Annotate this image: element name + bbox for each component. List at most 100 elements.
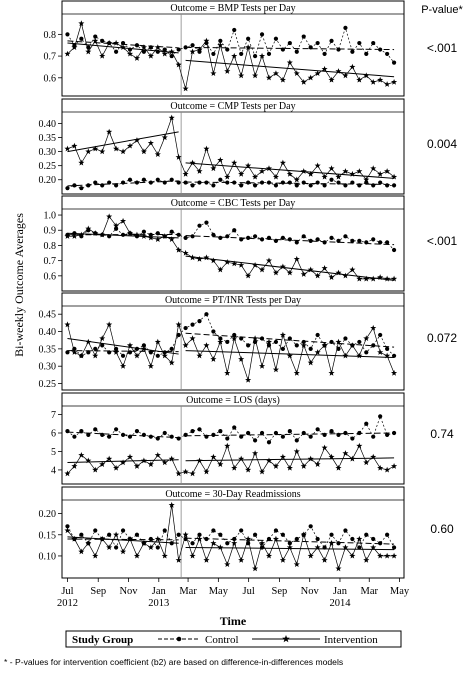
data-point-intervention [148,140,154,146]
data-point-intervention [120,148,126,154]
data-point-intervention [238,356,244,362]
data-point-control [93,427,97,431]
data-point-control [336,541,340,545]
data-point-control [350,180,354,184]
data-point-intervention [384,276,390,282]
data-point-control [204,312,208,316]
data-point-control [392,545,396,549]
data-point-intervention [106,321,112,327]
data-point-control [392,183,396,187]
y-tick-label: 0.8 [44,241,57,252]
pvalue-2: 0.004 [427,137,457,151]
data-point-control [197,180,201,184]
trend-post [186,458,394,461]
y-tick-label: 0.35 [39,133,57,144]
x-tick-label: Jan [333,586,348,597]
pvalue-4: 0.072 [427,331,457,345]
data-point-control [364,350,368,354]
data-point-intervention [224,370,230,376]
y-tick-label: 0.30 [39,147,57,158]
data-point-intervention [363,335,369,341]
data-point-intervention [224,174,230,180]
data-point-control [371,343,375,347]
data-point-intervention [71,143,77,149]
series-intervention [64,20,397,91]
panel-title: Outcome = CBC Tests per Day [171,198,295,209]
data-point-control [225,541,229,545]
data-point-control [86,433,90,437]
data-point-control [114,427,118,431]
series-control [65,414,396,444]
data-point-intervention [280,160,286,166]
data-point-control [183,180,187,184]
panel-4: Outcome = PT/INR Tests per Day0.250.300.… [39,293,405,390]
data-point-intervention [217,42,223,48]
data-point-control [246,343,250,347]
data-point-control [295,240,299,244]
x-tick-label: Mar [361,586,379,597]
data-point-intervention [183,85,189,91]
data-point-intervention [106,213,112,219]
data-point-control [197,427,201,431]
y-tick-label: 0.10 [39,551,57,562]
data-point-control [128,178,132,182]
data-point-control [260,431,264,435]
data-point-intervention [391,79,397,85]
data-point-control [371,41,375,45]
data-point-control [322,183,326,187]
data-point-control [253,183,257,187]
data-point-intervention [370,325,376,331]
data-point-control [357,340,361,344]
data-point-control [385,347,389,351]
data-point-control [225,340,229,344]
data-point-control [156,436,160,440]
data-point-control [107,350,111,354]
panel-title: Outcome = 30-Day Readmissions [165,489,300,500]
panel-frame [62,196,404,291]
data-point-intervention [259,469,265,475]
data-point-control [288,336,292,340]
pvalue-5: 0.74 [430,427,454,441]
data-point-intervention [287,353,293,359]
data-point-intervention [224,259,230,265]
legend-title: Study Group [72,634,133,646]
data-point-control [378,333,382,337]
data-point-control [79,186,83,190]
data-point-control [232,180,236,184]
data-point-control [142,178,146,182]
data-point-control [121,528,125,532]
data-point-control [316,537,320,541]
panel-title: Outcome = LOS (days) [186,395,280,406]
data-point-intervention [169,49,175,55]
data-point-control [295,438,299,442]
pvalue-3: <.001 [427,234,458,248]
data-point-intervention [266,75,272,81]
data-point-intervention [245,377,251,383]
data-point-intervention [210,454,216,460]
data-point-intervention [203,254,209,260]
legend-intervention-label: Intervention [324,634,378,646]
data-point-intervention [294,370,300,376]
data-point-intervention [217,544,223,550]
data-point-intervention [203,557,209,563]
data-point-control [322,240,326,244]
panel-title: Outcome = PT/INR Tests per Day [165,295,301,306]
data-point-control [378,180,382,184]
data-point-control [378,414,382,418]
data-point-control [114,183,118,187]
data-point-intervention [99,53,105,59]
data-point-control [385,240,389,244]
data-point-intervention [224,443,230,449]
series-control [65,312,396,358]
data-point-intervention [266,257,272,263]
data-point-intervention [287,59,293,65]
data-point-intervention [308,360,314,366]
data-point-intervention [113,532,119,538]
data-point-control [190,183,194,187]
data-point-control [149,537,153,541]
data-point-control [316,427,320,431]
series-line [68,24,395,89]
data-point-intervention [190,49,196,55]
